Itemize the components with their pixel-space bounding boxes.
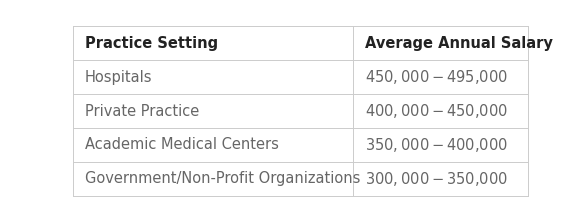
Text: $350,000 - $400,000: $350,000 - $400,000	[365, 136, 507, 154]
Text: Government/Non-Profit Organizations: Government/Non-Profit Organizations	[85, 171, 360, 186]
Text: Academic Medical Centers: Academic Medical Centers	[85, 138, 279, 152]
Text: $300,000 - $350,000: $300,000 - $350,000	[365, 170, 507, 188]
Text: Hospitals: Hospitals	[85, 70, 152, 85]
Text: Average Annual Salary: Average Annual Salary	[365, 36, 552, 51]
Text: Practice Setting: Practice Setting	[85, 36, 218, 51]
Text: $450,000 - $495,000: $450,000 - $495,000	[365, 68, 507, 86]
Text: $400,000 - $450,000: $400,000 - $450,000	[365, 102, 507, 120]
Text: Private Practice: Private Practice	[85, 104, 199, 119]
